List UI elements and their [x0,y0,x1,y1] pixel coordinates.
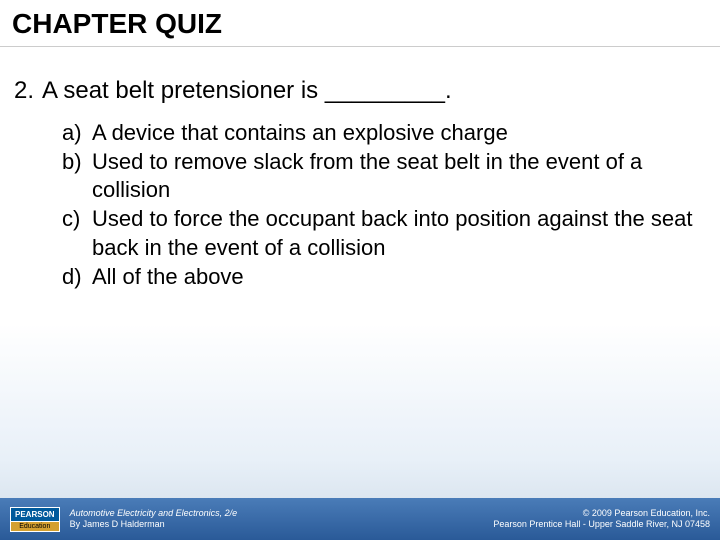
logo-brand: PEARSON [10,507,60,522]
option-letter: d) [62,263,92,291]
footer-left: Automotive Electricity and Electronics, … [70,508,494,531]
slide-title: CHAPTER QUIZ [12,8,708,40]
option-text: Used to force the occupant back into pos… [92,205,706,261]
book-title: Automotive Electricity and Electronics, … [70,508,494,519]
option-letter: a) [62,119,92,147]
option-letter: b) [62,148,92,176]
copyright-text: © 2009 Pearson Education, Inc. [493,508,710,519]
publisher-text: Pearson Prentice Hall - Upper Saddle Riv… [493,519,710,530]
content-area: 2. A seat belt pretensioner is _________… [0,47,720,291]
question-number: 2. [14,77,42,105]
book-author: By James D Halderman [70,519,494,530]
option-text: Used to remove slack from the seat belt … [92,148,706,204]
option-letter: c) [62,205,92,233]
title-bar: CHAPTER QUIZ [0,0,720,47]
option-text: A device that contains an explosive char… [92,119,706,147]
footer-bar: PEARSON Education Automotive Electricity… [0,498,720,540]
option-c: c) Used to force the occupant back into … [62,205,706,261]
question-row: 2. A seat belt pretensioner is _________… [14,77,706,105]
question-text: A seat belt pretensioner is _________. [42,77,452,105]
option-b: b) Used to remove slack from the seat be… [62,148,706,204]
options-list: a) A device that contains an explosive c… [14,119,706,291]
logo-sub: Education [10,522,60,532]
footer-right: © 2009 Pearson Education, Inc. Pearson P… [493,508,710,531]
option-a: a) A device that contains an explosive c… [62,119,706,147]
pearson-logo: PEARSON Education [10,507,60,532]
option-text: All of the above [92,263,706,291]
option-d: d) All of the above [62,263,706,291]
